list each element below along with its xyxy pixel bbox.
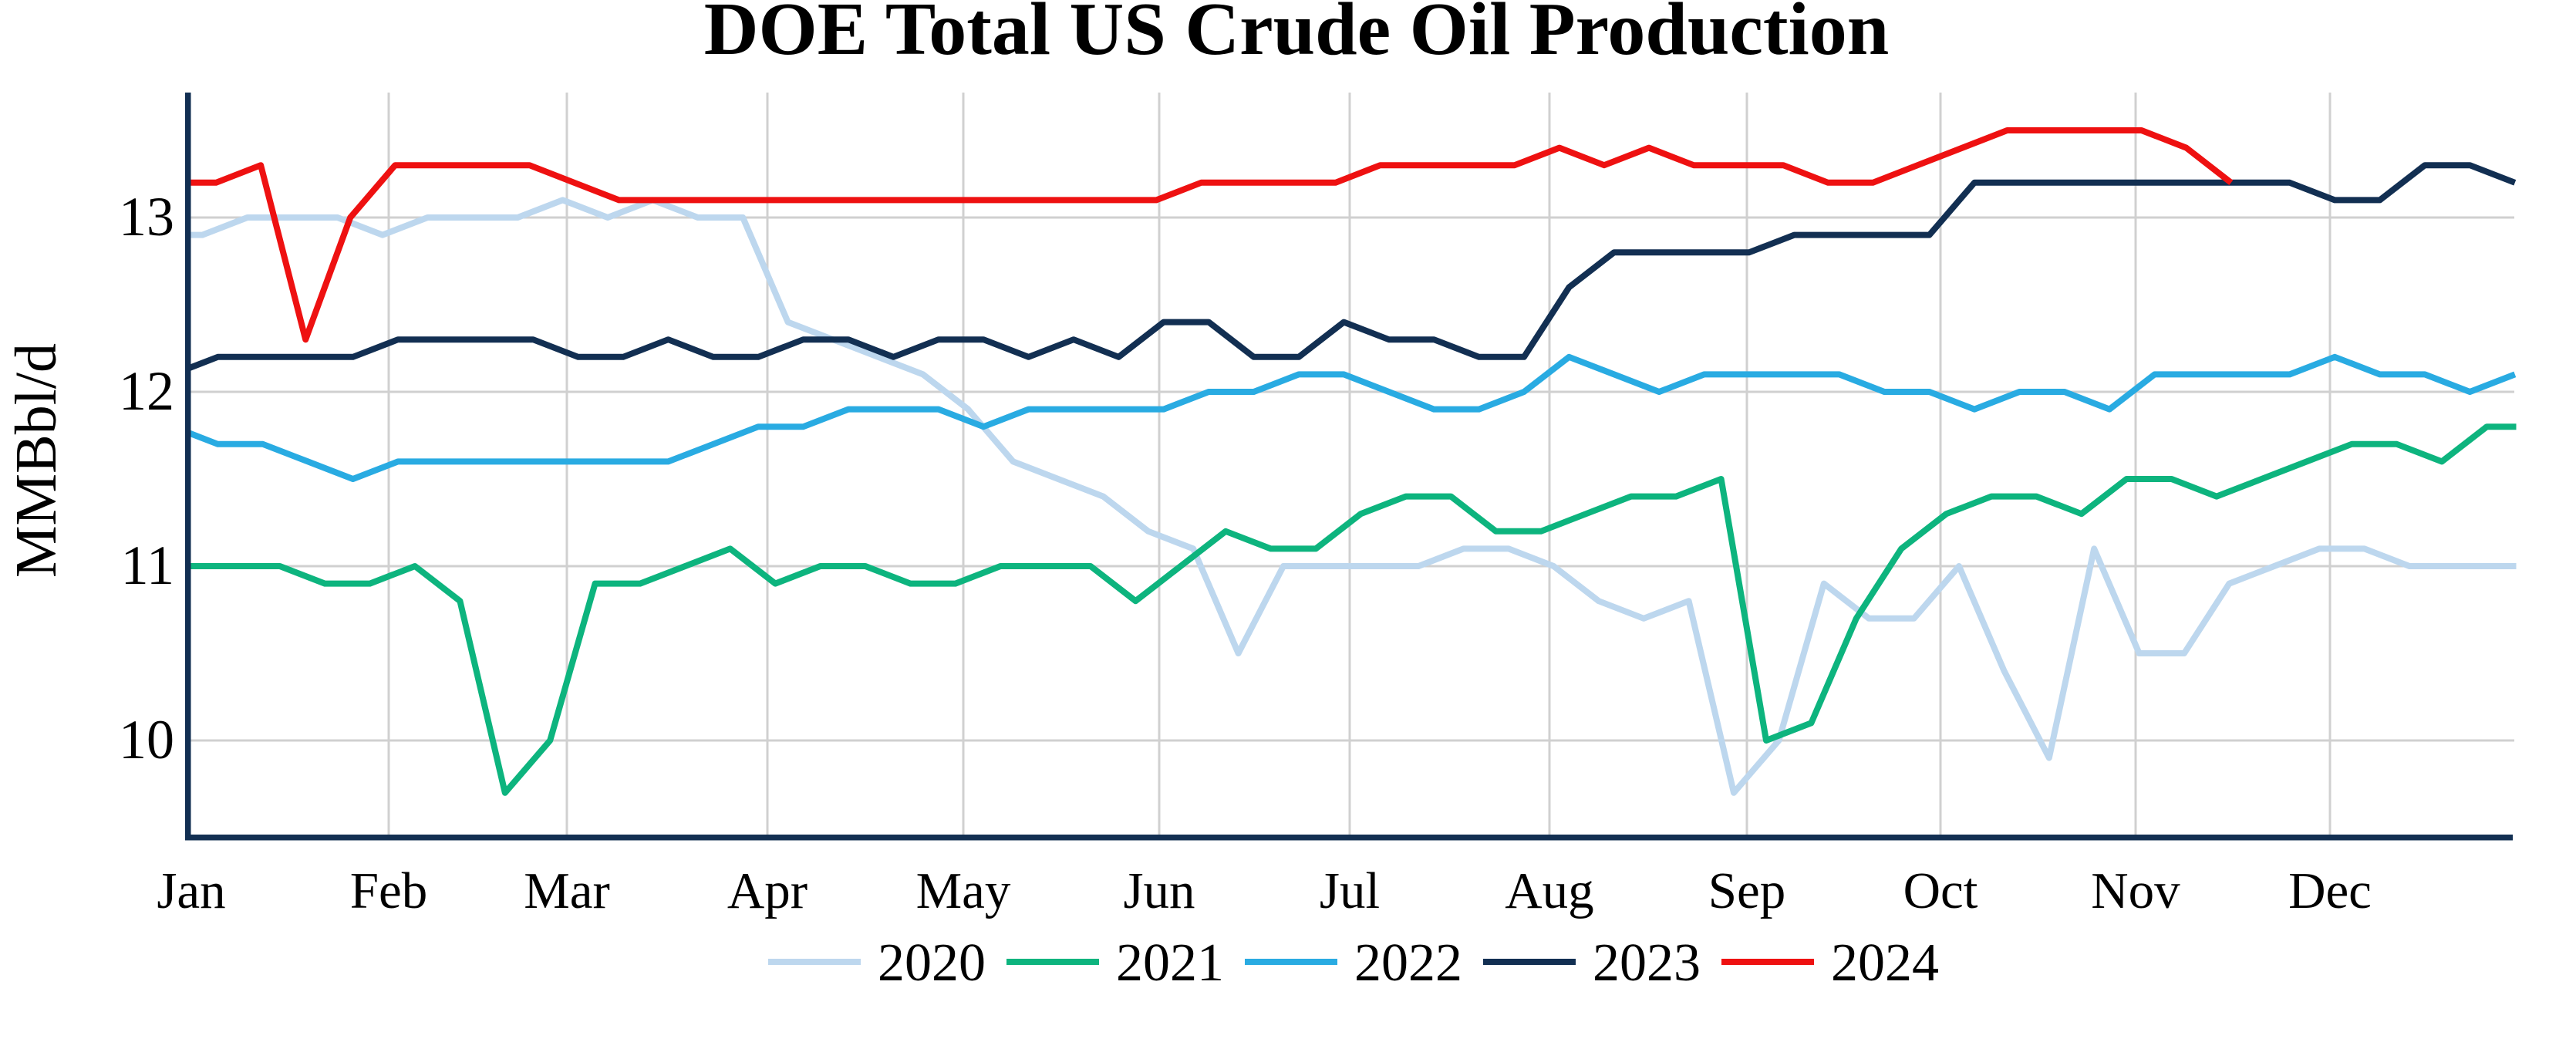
svg-text:Aug: Aug: [1505, 862, 1593, 919]
svg-text:Mar: Mar: [524, 862, 610, 919]
svg-text:2022: 2022: [1354, 933, 1462, 993]
svg-text:Sep: Sep: [1708, 862, 1786, 919]
svg-text:11: 11: [121, 535, 174, 596]
svg-text:DOE Total US Crude Oil Product: DOE Total US Crude Oil Production: [704, 0, 1890, 71]
svg-text:Oct: Oct: [1903, 862, 1978, 919]
svg-text:Nov: Nov: [2091, 862, 2180, 919]
svg-text:13: 13: [119, 186, 174, 248]
svg-text:12: 12: [119, 360, 174, 422]
svg-text:2021: 2021: [1116, 933, 1224, 993]
svg-text:2023: 2023: [1593, 933, 1701, 993]
svg-text:MMBbl/d: MMBbl/d: [4, 343, 69, 578]
svg-text:Apr: Apr: [727, 862, 808, 919]
svg-text:2024: 2024: [1831, 933, 1939, 993]
svg-text:Feb: Feb: [350, 862, 428, 919]
svg-text:Jun: Jun: [1123, 862, 1195, 919]
svg-text:Jan: Jan: [157, 862, 225, 919]
svg-text:Dec: Dec: [2288, 862, 2372, 919]
svg-text:May: May: [916, 862, 1011, 919]
svg-text:10: 10: [119, 709, 174, 771]
svg-text:Jul: Jul: [1320, 862, 1380, 919]
svg-text:2020: 2020: [878, 933, 986, 993]
